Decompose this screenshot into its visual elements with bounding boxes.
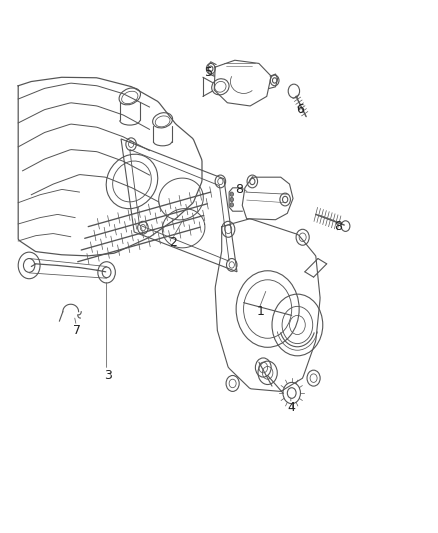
Circle shape <box>230 197 233 201</box>
Text: 6: 6 <box>296 103 304 116</box>
Text: 7: 7 <box>73 324 81 337</box>
Text: 5: 5 <box>204 66 212 79</box>
Text: 3: 3 <box>104 369 112 382</box>
Text: 4: 4 <box>287 401 295 414</box>
Text: 8: 8 <box>333 220 341 233</box>
Text: 1: 1 <box>257 305 265 318</box>
Text: 8: 8 <box>235 183 243 196</box>
Circle shape <box>230 203 233 207</box>
Circle shape <box>230 192 233 196</box>
Text: 2: 2 <box>169 236 177 249</box>
